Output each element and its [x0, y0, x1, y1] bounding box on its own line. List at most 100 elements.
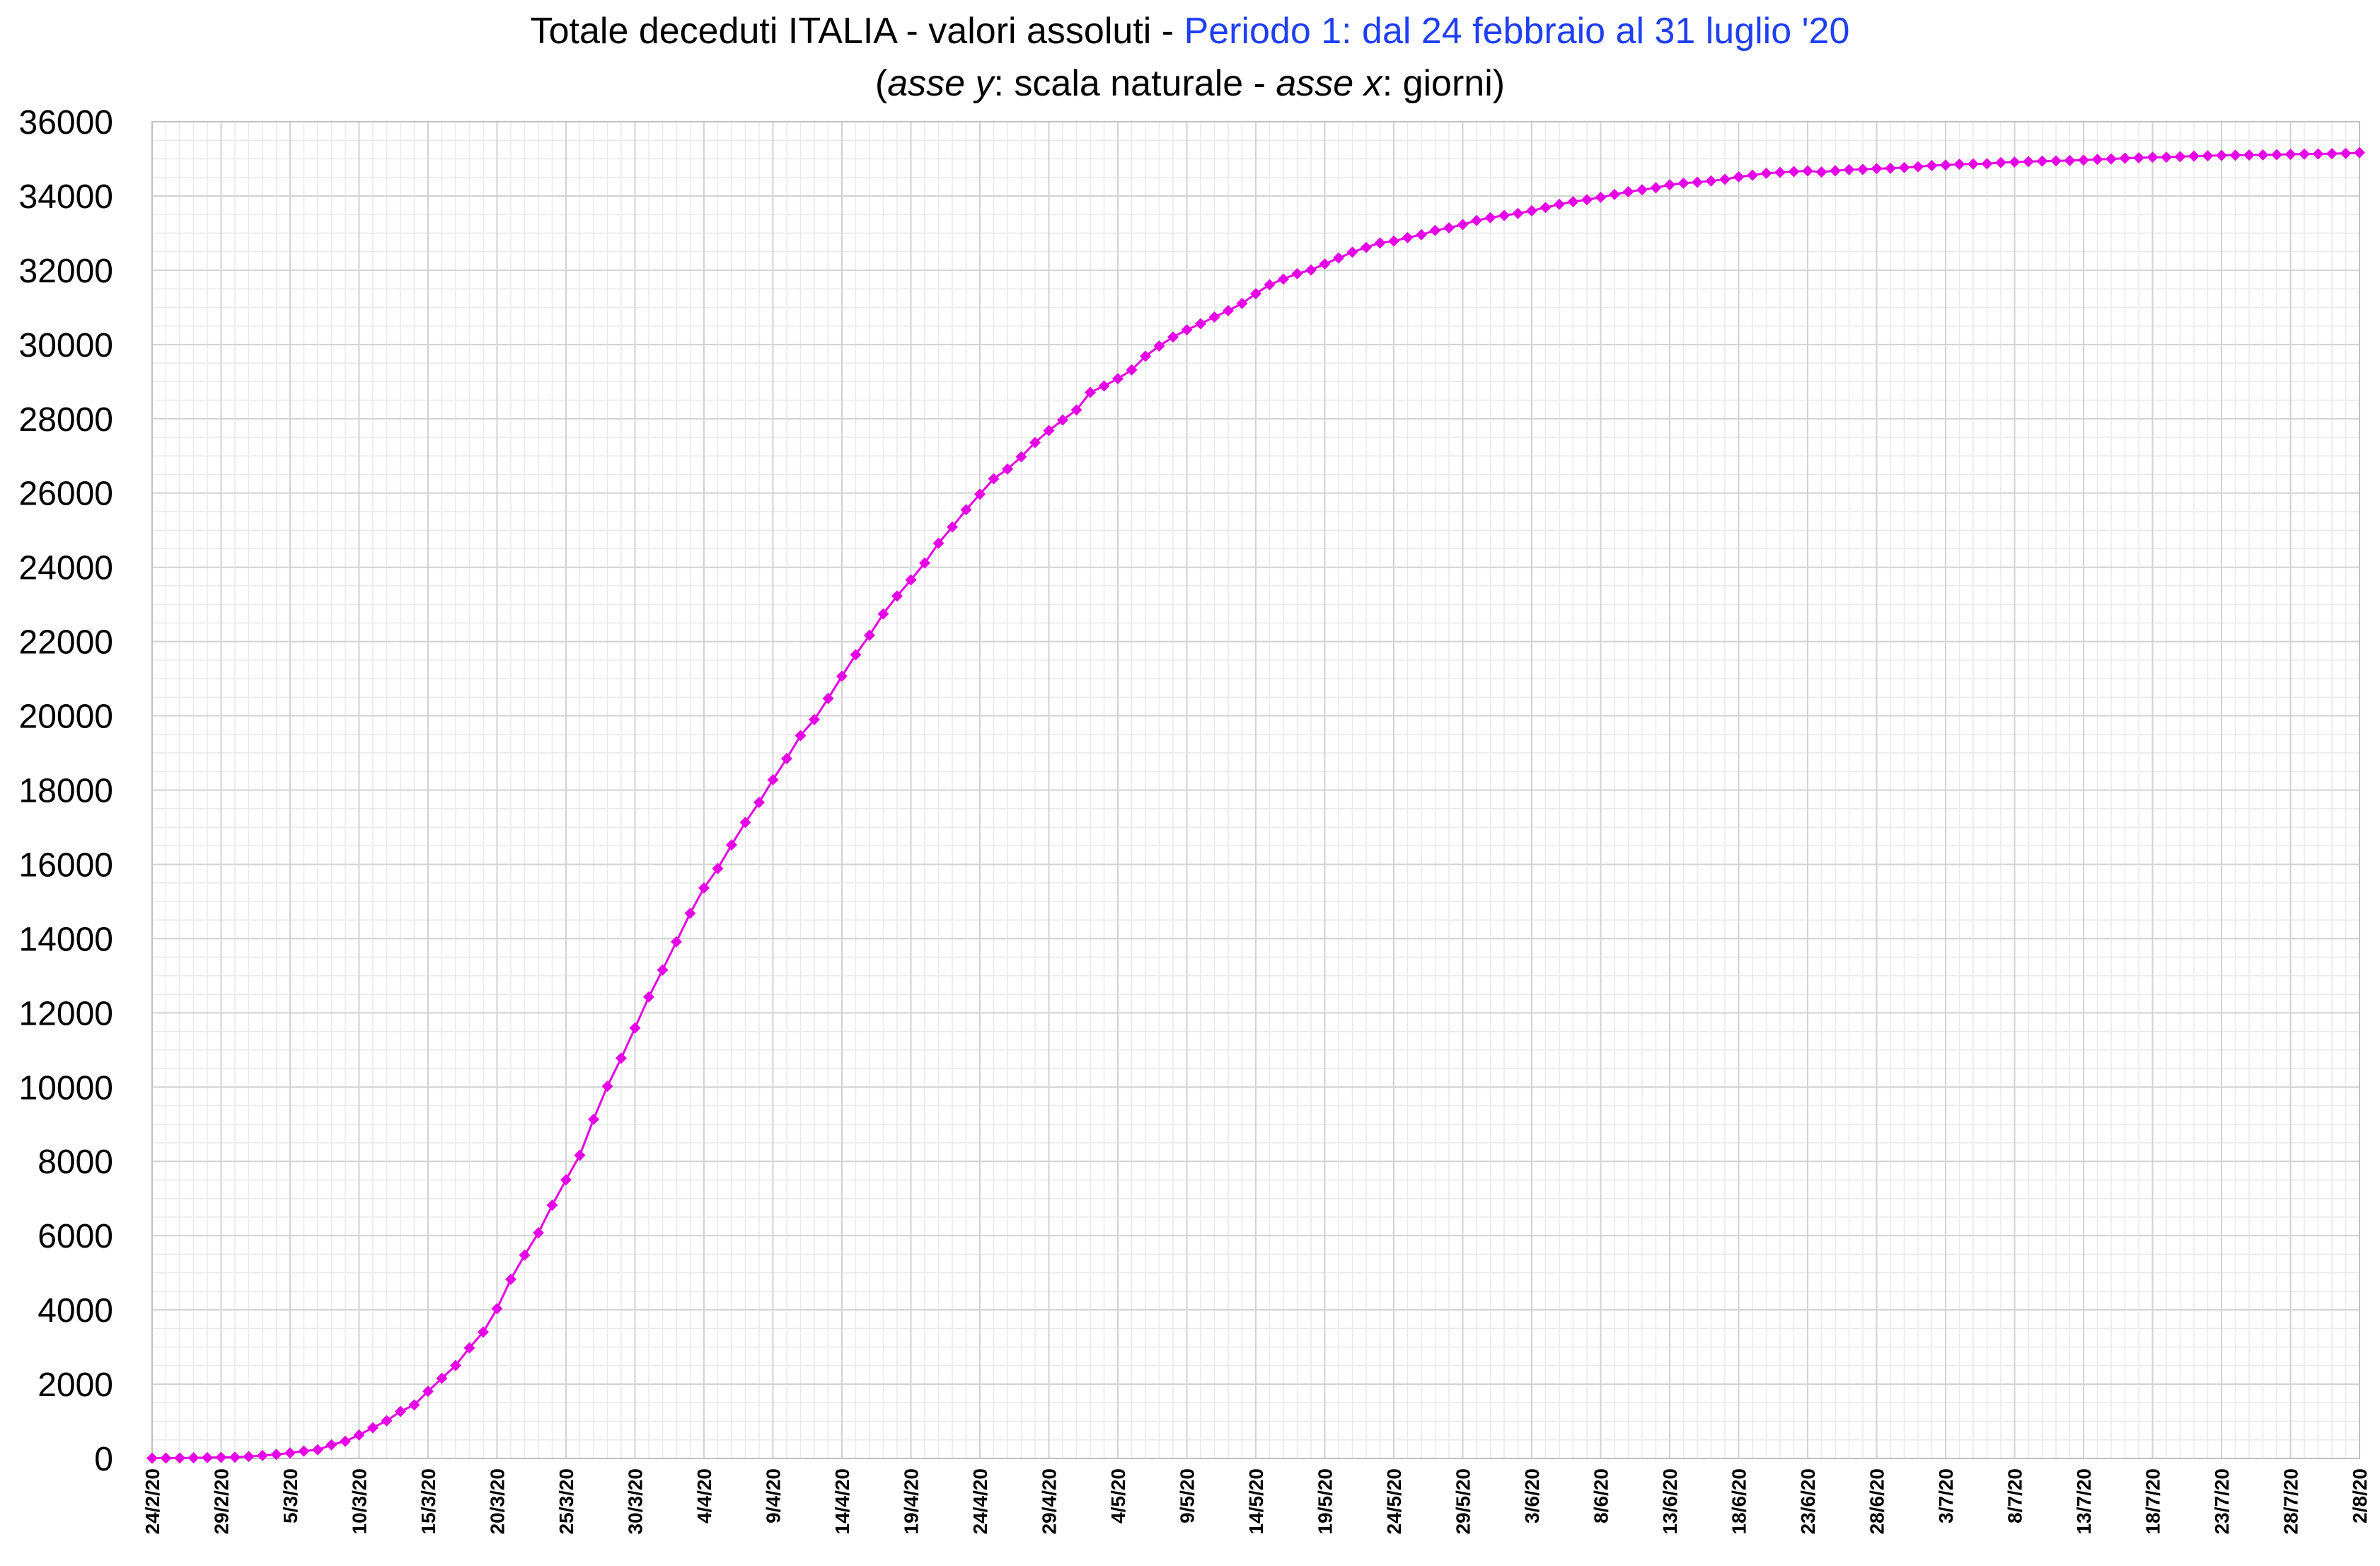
- x-tick-label: 14/4/20: [831, 1468, 853, 1534]
- data-point-marker: [1361, 241, 1372, 253]
- x-tick-label: 30/3/20: [625, 1468, 647, 1534]
- data-point-marker: [1181, 324, 1193, 336]
- data-point-marker: [2354, 146, 2365, 159]
- data-point-marker: [395, 1405, 406, 1417]
- y-tick-label: 34000: [19, 178, 113, 216]
- series-points-deaths: [146, 146, 2365, 1464]
- data-point-marker: [629, 1022, 641, 1034]
- data-point-marker: [1981, 158, 1993, 170]
- data-point-marker: [698, 882, 710, 894]
- y-tick-label: 32000: [19, 253, 113, 290]
- data-point-marker: [270, 1449, 282, 1461]
- data-point-marker: [2312, 148, 2324, 160]
- data-point-marker: [1650, 182, 1662, 194]
- data-point-marker: [1002, 463, 1013, 475]
- data-point-marker: [1968, 158, 1979, 170]
- data-point-marker: [160, 1452, 172, 1464]
- data-point-marker: [2216, 149, 2227, 161]
- data-point-marker: [1043, 425, 1055, 437]
- x-tick-label: 8/6/20: [1590, 1468, 1612, 1524]
- data-point-marker: [1015, 451, 1027, 463]
- data-point-marker: [1264, 279, 1276, 291]
- data-point-marker: [1926, 160, 1938, 172]
- data-point-marker: [1291, 267, 1303, 280]
- x-tick-label: 24/4/20: [969, 1468, 991, 1534]
- data-point-marker: [2036, 155, 2048, 167]
- data-point-marker: [422, 1386, 434, 1398]
- data-point-marker: [1774, 166, 1786, 178]
- data-point-marker: [1153, 340, 1165, 352]
- y-tick-label: 6000: [37, 1218, 113, 1255]
- data-point-marker: [1636, 184, 1648, 196]
- data-point-marker: [1305, 264, 1317, 276]
- x-tick-label: 23/6/20: [1797, 1468, 1819, 1534]
- data-point-marker: [2078, 154, 2089, 166]
- data-point-marker: [2161, 151, 2172, 163]
- data-point-marker: [519, 1249, 531, 1261]
- x-tick-label: 13/6/20: [1659, 1468, 1681, 1534]
- y-tick-label: 0: [94, 1441, 113, 1478]
- x-tick-label: 4/4/20: [693, 1468, 715, 1524]
- data-point-marker: [1498, 209, 1510, 221]
- data-point-marker: [1830, 165, 1841, 177]
- data-point-marker: [1112, 373, 1123, 385]
- data-point-marker: [2326, 148, 2338, 160]
- data-point-marker: [1788, 166, 1800, 178]
- x-tick-label: 3/6/20: [1521, 1468, 1543, 1524]
- data-point-marker: [1402, 231, 1414, 243]
- data-point-marker: [2105, 153, 2117, 165]
- x-tick-label: 9/5/20: [1177, 1468, 1198, 1524]
- data-point-marker: [491, 1303, 503, 1315]
- x-tick-label: 28/7/20: [2280, 1468, 2302, 1534]
- x-tick-label: 19/5/20: [1315, 1468, 1336, 1534]
- data-point-marker: [1250, 288, 1261, 300]
- data-point-marker: [988, 473, 1000, 485]
- x-tick-label: 9/4/20: [763, 1468, 785, 1524]
- data-point-marker: [340, 1435, 351, 1447]
- x-tick-label: 2/8/20: [2349, 1468, 2371, 1524]
- data-point-marker: [2009, 156, 2021, 168]
- x-tick-label: 18/6/20: [1728, 1468, 1750, 1534]
- data-point-marker: [822, 693, 834, 705]
- x-tick-label: 23/7/20: [2211, 1468, 2233, 1534]
- subtitle-x-axis-name: asse x: [1276, 63, 1382, 104]
- y-tick-label: 20000: [19, 698, 113, 736]
- x-tick-label: 28/6/20: [1866, 1468, 1888, 1534]
- data-point-marker: [1622, 185, 1634, 197]
- data-point-marker: [974, 488, 986, 500]
- data-point-marker: [257, 1449, 268, 1461]
- data-point-marker: [1167, 331, 1179, 343]
- y-tick-label: 12000: [19, 995, 113, 1032]
- data-point-marker: [1098, 380, 1110, 392]
- data-point-marker: [726, 839, 737, 851]
- x-axis-tick-labels: 24/2/20 29/2/20 5/3/20 10/3/20 15/3/20 20/3/2…: [141, 1468, 2371, 1534]
- data-point-marker: [1815, 166, 1827, 178]
- data-point-marker: [1416, 229, 1427, 241]
- data-point-marker: [2284, 149, 2297, 161]
- data-point-marker: [1719, 173, 1731, 185]
- data-point-marker: [1747, 169, 1758, 181]
- data-point-marker: [463, 1342, 475, 1354]
- chart-subtitle: (asse y: scala naturale - asse x: giorni…: [0, 62, 2380, 105]
- x-tick-label: 8/7/20: [2004, 1468, 2026, 1524]
- data-point-marker: [1581, 194, 1593, 206]
- data-point-marker: [601, 1081, 613, 1093]
- data-point-marker: [2257, 149, 2269, 161]
- data-point-marker: [533, 1227, 544, 1239]
- data-point-marker: [1070, 404, 1082, 416]
- data-point-marker: [312, 1444, 323, 1456]
- data-point-marker: [739, 817, 751, 829]
- x-tick-label: 24/5/20: [1383, 1468, 1405, 1534]
- data-point-marker: [2023, 156, 2034, 168]
- data-point-marker: [1760, 167, 1772, 179]
- data-point-marker: [546, 1199, 558, 1211]
- data-point-marker: [850, 649, 862, 661]
- data-point-marker: [1664, 179, 1675, 191]
- data-point-marker: [932, 537, 945, 549]
- data-point-marker: [1429, 224, 1441, 236]
- data-point-marker: [1140, 350, 1151, 362]
- data-point-marker: [1085, 386, 1096, 398]
- data-point-marker: [1677, 177, 1689, 189]
- y-tick-label: 4000: [37, 1292, 113, 1330]
